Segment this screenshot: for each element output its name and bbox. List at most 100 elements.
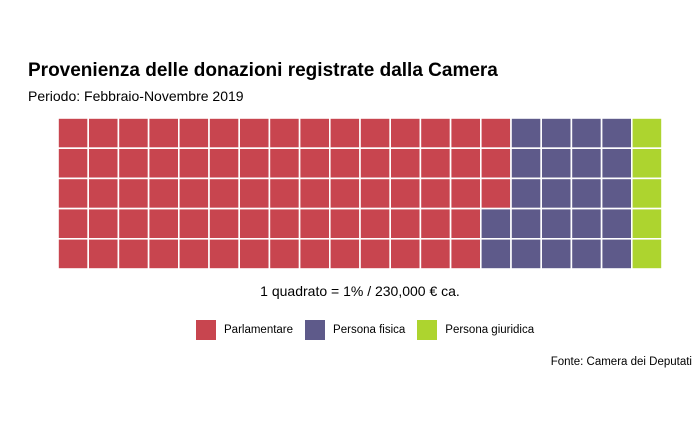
waffle-square-persona-fisica: [570, 117, 603, 150]
waffle-square-parlamentare: [208, 147, 241, 180]
waffle-square-parlamentare: [389, 207, 422, 240]
waffle-square-persona-fisica: [510, 238, 543, 270]
waffle-square-parlamentare: [419, 238, 452, 270]
chart-title: Provenienza delle donazioni registrate d…: [28, 60, 498, 81]
waffle-square-persona-fisica: [479, 207, 512, 240]
waffle-square-parlamentare: [178, 147, 210, 180]
waffle-square-persona-fisica: [510, 207, 543, 240]
legend: Parlamentare Persona fisica Persona giur…: [196, 320, 546, 340]
waffle-square-persona-fisica: [600, 207, 633, 240]
waffle-square-persona-fisica: [600, 117, 633, 150]
legend-item-persona-giuridica: Persona giuridica: [417, 320, 534, 340]
waffle-square-persona-fisica: [540, 117, 573, 150]
chart-caption: 1 quadrato = 1% / 230,000 € ca.: [260, 283, 460, 299]
waffle-square-parlamentare: [87, 238, 120, 270]
waffle-square-parlamentare: [208, 177, 241, 210]
legend-swatch-persona-giuridica: [417, 320, 438, 340]
waffle-square-parlamentare: [147, 177, 180, 210]
chart-subtitle: Periodo: Febbraio-Novembre 2019: [28, 88, 244, 104]
waffle-square-parlamentare: [298, 147, 331, 180]
waffle-square-parlamentare: [147, 238, 180, 270]
waffle-square-persona-fisica: [570, 238, 603, 270]
waffle-square-parlamentare: [268, 117, 301, 150]
waffle-square-parlamentare: [359, 207, 392, 240]
waffle-square-parlamentare: [87, 147, 120, 180]
waffle-square-persona-fisica: [540, 207, 573, 240]
waffle-square-parlamentare: [178, 117, 210, 150]
waffle-square-parlamentare: [57, 207, 90, 240]
waffle-square-parlamentare: [328, 147, 361, 180]
waffle-square-parlamentare: [449, 238, 482, 270]
waffle-square-persona-giuridica: [630, 117, 663, 150]
waffle-square-parlamentare: [389, 117, 422, 150]
waffle-square-persona-fisica: [540, 177, 573, 210]
waffle-square-parlamentare: [268, 147, 301, 180]
waffle-square-parlamentare: [57, 177, 90, 210]
waffle-square-persona-fisica: [479, 238, 512, 270]
waffle-square-parlamentare: [117, 117, 150, 150]
waffle-square-parlamentare: [479, 117, 512, 150]
waffle-square-persona-fisica: [600, 177, 633, 210]
waffle-square-parlamentare: [389, 177, 422, 210]
waffle-square-parlamentare: [178, 177, 210, 210]
waffle-square-parlamentare: [328, 177, 361, 210]
waffle-square-parlamentare: [238, 117, 271, 150]
waffle-square-parlamentare: [57, 117, 90, 150]
waffle-square-parlamentare: [147, 207, 180, 240]
waffle-square-persona-giuridica: [630, 207, 663, 240]
waffle-square-parlamentare: [328, 238, 361, 270]
waffle-square-parlamentare: [449, 117, 482, 150]
waffle-square-parlamentare: [268, 177, 301, 210]
waffle-square-parlamentare: [117, 238, 150, 270]
waffle-square-parlamentare: [479, 147, 512, 180]
waffle-square-persona-fisica: [510, 177, 543, 210]
waffle-square-parlamentare: [57, 147, 90, 180]
waffle-square-parlamentare: [117, 147, 150, 180]
waffle-square-parlamentare: [328, 117, 361, 150]
legend-item-parlamentare: Parlamentare: [196, 320, 293, 340]
waffle-square-parlamentare: [178, 207, 210, 240]
waffle-square-persona-fisica: [600, 147, 633, 180]
waffle-square-parlamentare: [87, 177, 120, 210]
waffle-square-parlamentare: [268, 238, 301, 270]
waffle-square-parlamentare: [87, 117, 120, 150]
waffle-square-parlamentare: [359, 177, 392, 210]
waffle-square-parlamentare: [419, 207, 452, 240]
waffle-square-parlamentare: [57, 238, 90, 270]
waffle-square-parlamentare: [359, 238, 392, 270]
waffle-square-persona-giuridica: [630, 177, 663, 210]
legend-swatch-persona-fisica: [305, 320, 326, 340]
waffle-square-parlamentare: [419, 177, 452, 210]
waffle-square-parlamentare: [359, 147, 392, 180]
waffle-square-persona-fisica: [570, 177, 603, 210]
chart-source: Fonte: Camera dei Deputati: [550, 356, 692, 368]
waffle-square-parlamentare: [419, 117, 452, 150]
legend-label-persona-fisica: Persona fisica: [333, 324, 406, 336]
waffle-square-parlamentare: [208, 207, 241, 240]
waffle-square-persona-fisica: [570, 147, 603, 180]
waffle-square-persona-fisica: [600, 238, 633, 270]
waffle-square-parlamentare: [298, 238, 331, 270]
waffle-square-parlamentare: [419, 147, 452, 180]
waffle-square-parlamentare: [238, 207, 271, 240]
waffle-square-parlamentare: [87, 207, 120, 240]
waffle-square-parlamentare: [208, 238, 241, 270]
waffle-square-persona-giuridica: [630, 238, 663, 270]
waffle-square-parlamentare: [117, 207, 150, 240]
waffle-square-parlamentare: [268, 207, 301, 240]
waffle-square-persona-fisica: [510, 117, 543, 150]
legend-label-parlamentare: Parlamentare: [224, 324, 294, 336]
waffle-square-parlamentare: [449, 207, 482, 240]
waffle-square-parlamentare: [117, 177, 150, 210]
waffle-square-parlamentare: [147, 117, 180, 150]
waffle-square-persona-fisica: [510, 147, 543, 180]
waffle-square-parlamentare: [359, 117, 392, 150]
waffle-square-parlamentare: [389, 238, 422, 270]
waffle-square-parlamentare: [449, 147, 482, 180]
waffle-square-parlamentare: [389, 147, 422, 180]
waffle-square-parlamentare: [147, 147, 180, 180]
waffle-square-persona-fisica: [540, 147, 573, 180]
waffle-square-parlamentare: [238, 177, 271, 210]
waffle-square-parlamentare: [238, 238, 271, 270]
